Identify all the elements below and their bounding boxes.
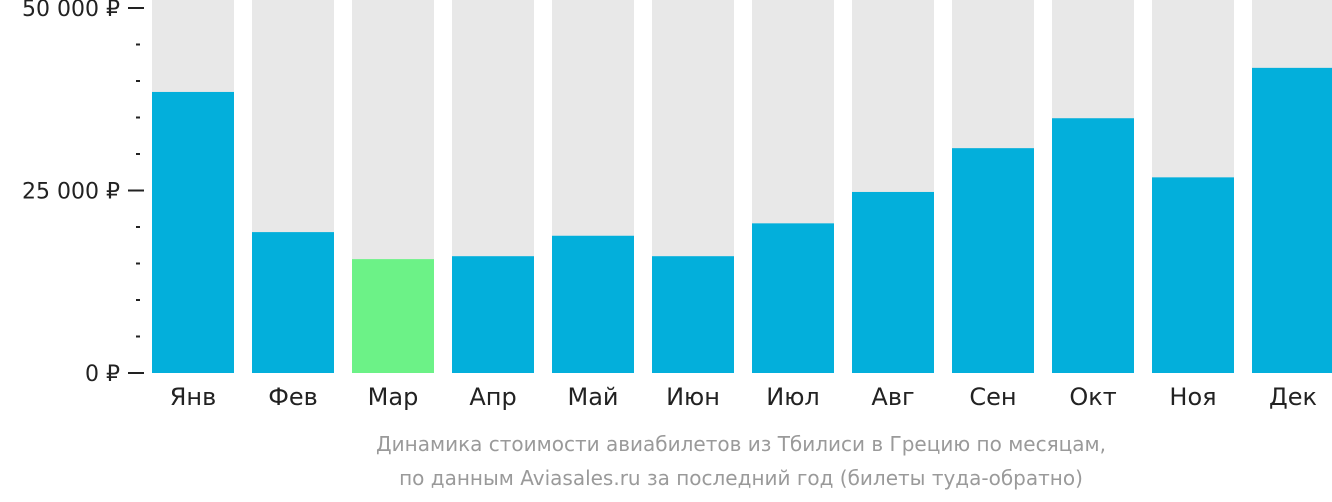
chart-caption-line-1: Динамика стоимости авиабилетов из Тбилис…: [376, 432, 1106, 456]
bar-4: [452, 256, 534, 373]
x-tick-label: Авг: [871, 383, 914, 411]
x-tick-label: Ноя: [1169, 383, 1216, 411]
bar-11: [1152, 177, 1234, 373]
bar-2: [252, 232, 334, 373]
bar-6: [652, 256, 734, 373]
x-tick-label: Июл: [766, 383, 820, 411]
bar-10: [1052, 118, 1134, 373]
y-tick-label: 25 000 ₽: [22, 180, 120, 205]
x-tick-label: Фев: [268, 383, 318, 411]
y-tick-label: 0 ₽: [85, 362, 120, 387]
bar-12: [1252, 67, 1332, 374]
x-tick-label: Май: [567, 383, 618, 411]
bar-1: [152, 91, 234, 373]
x-tick-label: Окт: [1069, 383, 1116, 411]
x-tick-label: Июн: [666, 383, 720, 411]
y-axis: 0 ₽ 25 000 ₽ 50 000 ₽: [22, 0, 144, 387]
x-tick-label: Мар: [368, 383, 419, 411]
x-tick-label: Апр: [469, 383, 516, 411]
bar-9: [952, 148, 1034, 373]
data-bars: [152, 67, 1332, 374]
x-tick-label: Янв: [170, 383, 217, 411]
y-tick-label: 50 000 ₽: [22, 0, 120, 22]
x-axis: Янв Фев Мар Апр Май Июн Июл Авг Сен Окт Ноя Дек: [170, 383, 1317, 411]
bar-8: [852, 191, 934, 373]
bar-3: [352, 259, 434, 373]
price-bar-chart: 0 ₽ 25 000 ₽ 50 000 ₽ Янв Фев Мар Апр Май Июн Ию…: [22, 0, 1332, 411]
bar-5: [552, 235, 634, 373]
x-tick-label: Сен: [969, 383, 1016, 411]
bar-7: [752, 223, 834, 373]
x-tick-label: Дек: [1269, 383, 1317, 411]
chart-caption-line-2: по данным Aviasales.ru за последний год …: [399, 466, 1083, 490]
